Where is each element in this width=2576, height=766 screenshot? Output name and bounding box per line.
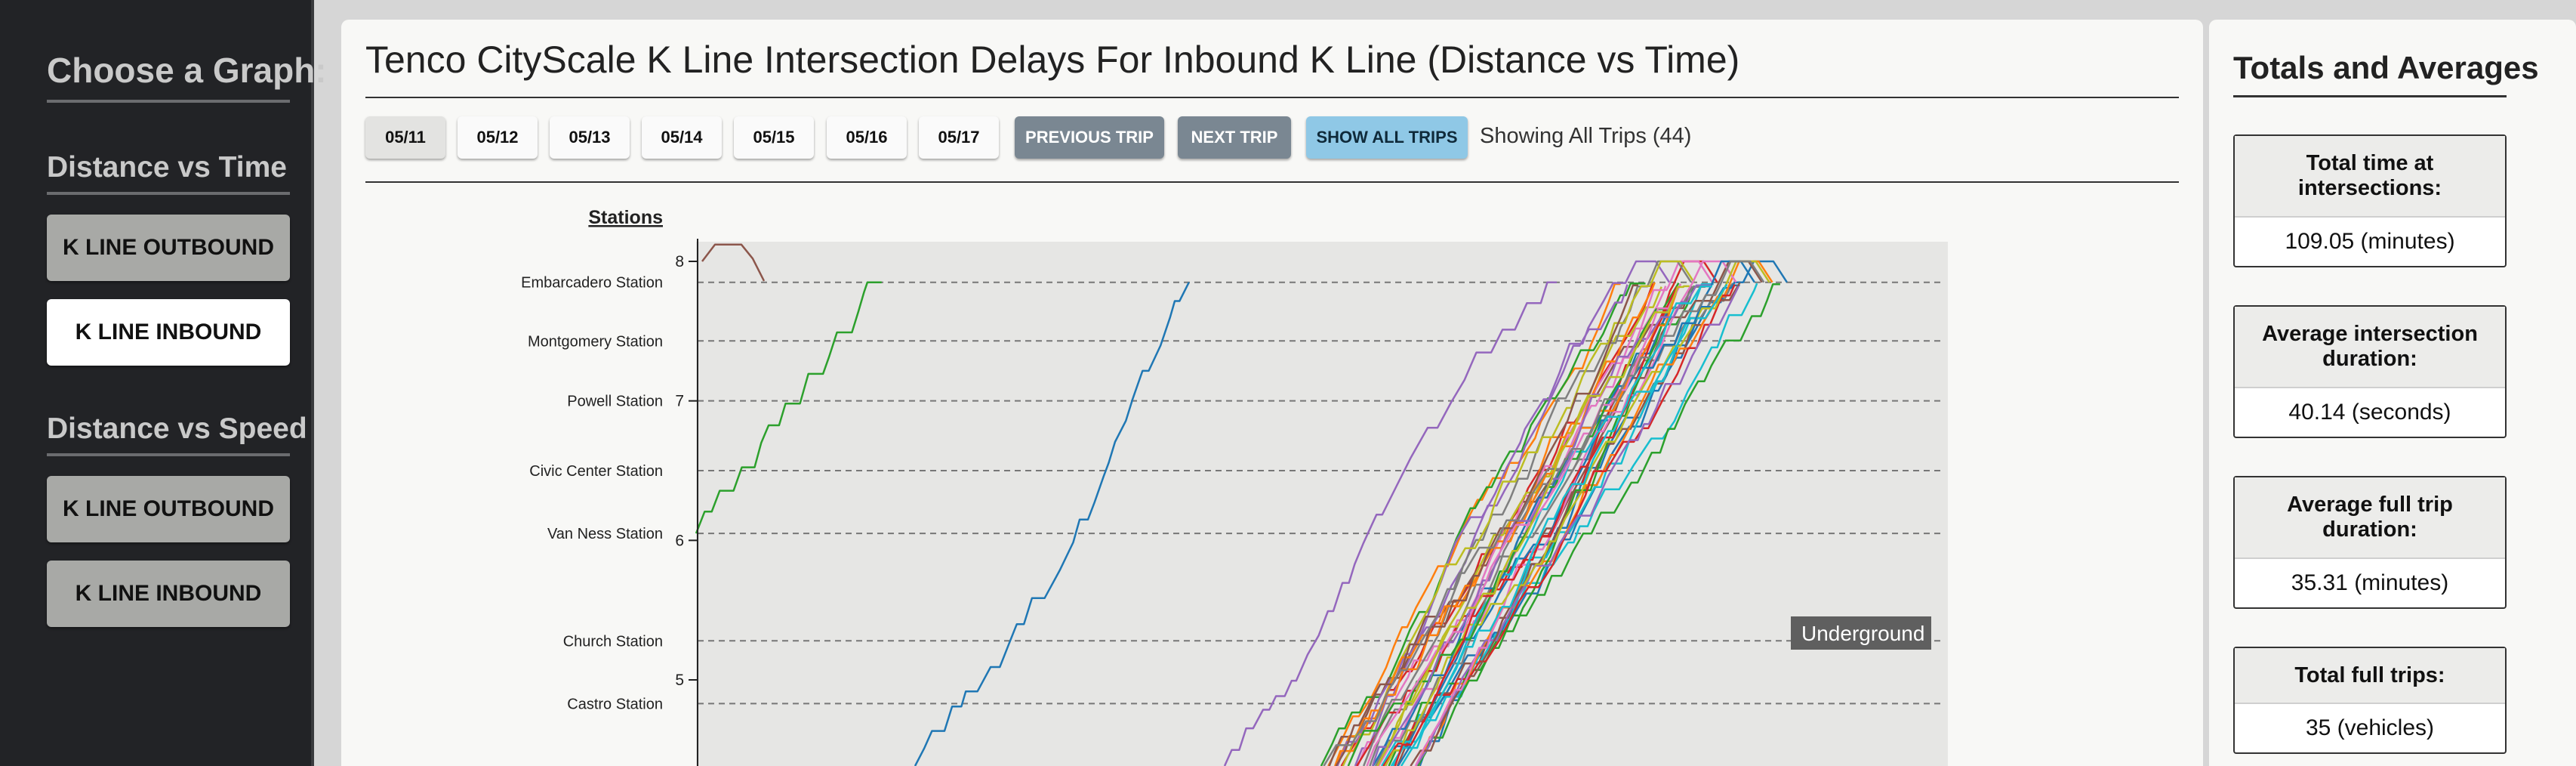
stat-value: 109.05 (minutes) — [2285, 229, 2455, 254]
section-divider — [47, 453, 290, 456]
trip-line — [695, 281, 882, 534]
distance-speed-inbound-button[interactable]: K LINE INBOUND — [47, 561, 290, 627]
y-axis-labels: Embarcadero Station Montgomery Station Pow… — [521, 253, 698, 712]
trip-line — [1223, 281, 1557, 766]
next-trip-button[interactable]: NEXT TRIP — [1178, 116, 1291, 159]
totals-title: Totals and Averages — [2233, 50, 2539, 85]
stat-average-trip-duration: Average full trip duration: 35.31 (minut… — [2233, 476, 2507, 609]
totals-panel: Totals and Averages Total time at inters… — [2209, 20, 2576, 766]
date-button-0514[interactable]: 05/14 — [642, 116, 722, 159]
date-button-0511[interactable]: 05/11 — [365, 116, 445, 159]
trip-line — [1323, 260, 1765, 766]
trip-line — [1320, 282, 1646, 766]
station-label: Church Station — [563, 633, 663, 650]
distance-time-outbound-button[interactable]: K LINE OUTBOUND — [47, 215, 290, 281]
underground-annotation: Underground — [1791, 616, 1931, 650]
distance-time-chart: Embarcadero Station Montgomery Station Pow… — [521, 207, 1948, 766]
sidebar: Choose a Graph: Distance vs Time K LINE … — [0, 0, 327, 766]
date-button-0517[interactable]: 05/17 — [919, 116, 999, 159]
previous-trip-button[interactable]: PREVIOUS TRIP — [1015, 116, 1164, 159]
title-divider — [365, 97, 2179, 98]
section-heading-distance-speed: Distance vs Speed — [47, 412, 307, 445]
section-heading-distance-time: Distance vs Time — [47, 151, 287, 184]
distance-time-inbound-button[interactable]: K LINE INBOUND — [47, 299, 290, 366]
y-tick-label: 6 — [675, 532, 684, 549]
stat-label: Total time at intersections: — [2235, 136, 2505, 218]
y-axis-title: Stations — [588, 207, 663, 228]
section-divider — [47, 192, 290, 195]
trip-line — [1347, 283, 1680, 766]
plot-background — [696, 242, 1948, 766]
trip-line — [914, 282, 1190, 766]
trip-line — [1376, 286, 1662, 766]
trip-line — [1366, 283, 1682, 766]
stat-value: 40.14 (seconds) — [2288, 400, 2451, 425]
station-label: Van Ness Station — [547, 526, 663, 542]
toolbar-divider — [365, 181, 2179, 183]
trip-line — [1376, 285, 1690, 766]
stat-value: 35 (vehicles) — [2305, 715, 2435, 740]
trip-line — [1382, 283, 1736, 766]
station-label: Embarcadero Station — [521, 275, 663, 292]
trip-line — [1415, 286, 1739, 766]
trip-line — [1410, 260, 1763, 766]
trip-lines — [695, 243, 1788, 766]
stat-value: 35.31 (minutes) — [2291, 570, 2449, 595]
date-button-0513[interactable]: 05/13 — [550, 116, 630, 159]
date-button-0516[interactable]: 05/16 — [827, 116, 907, 159]
stat-total-intersection-time: Total time at intersections: 109.05 (min… — [2233, 134, 2507, 267]
stat-average-intersection-duration: Average intersection duration: 40.14 (se… — [2233, 305, 2507, 438]
showing-trips-status: Showing All Trips (44) — [1480, 124, 1692, 148]
underground-label: Underground — [1801, 622, 1924, 645]
station-label: Montgomery Station — [528, 333, 663, 350]
totals-divider — [2233, 95, 2507, 97]
trip-line — [1336, 284, 1628, 766]
y-tick-label: 7 — [675, 393, 684, 410]
y-tick-label: 8 — [675, 253, 684, 270]
trip-line — [1400, 285, 1712, 766]
trip-line — [1327, 283, 1621, 766]
stat-total-full-trips: Total full trips: 35 (vehicles) — [2233, 647, 2507, 754]
stat-label: Average intersection duration: — [2235, 307, 2505, 388]
date-button-0512[interactable]: 05/12 — [458, 116, 538, 159]
page-title: Tenco CityScale K Line Intersection Dela… — [365, 39, 1740, 81]
stat-label: Total full trips: — [2235, 648, 2505, 704]
station-label: Castro Station — [567, 696, 663, 712]
y-tick-label: 5 — [675, 672, 684, 689]
distance-speed-outbound-button[interactable]: K LINE OUTBOUND — [47, 476, 290, 542]
trip-line — [1334, 286, 1680, 766]
show-all-trips-button[interactable]: SHOW ALL TRIPS — [1306, 116, 1468, 159]
sidebar-title-divider — [47, 100, 290, 103]
sidebar-title: Choose a Graph: — [47, 51, 327, 90]
station-label: Civic Center Station — [529, 463, 663, 480]
trip-line — [701, 243, 766, 282]
station-label: Powell Station — [567, 394, 663, 410]
stat-label: Average full trip duration: — [2235, 477, 2505, 559]
date-button-0515[interactable]: 05/15 — [734, 116, 814, 159]
trip-line — [1384, 260, 1770, 766]
trip-line — [1335, 284, 1638, 766]
